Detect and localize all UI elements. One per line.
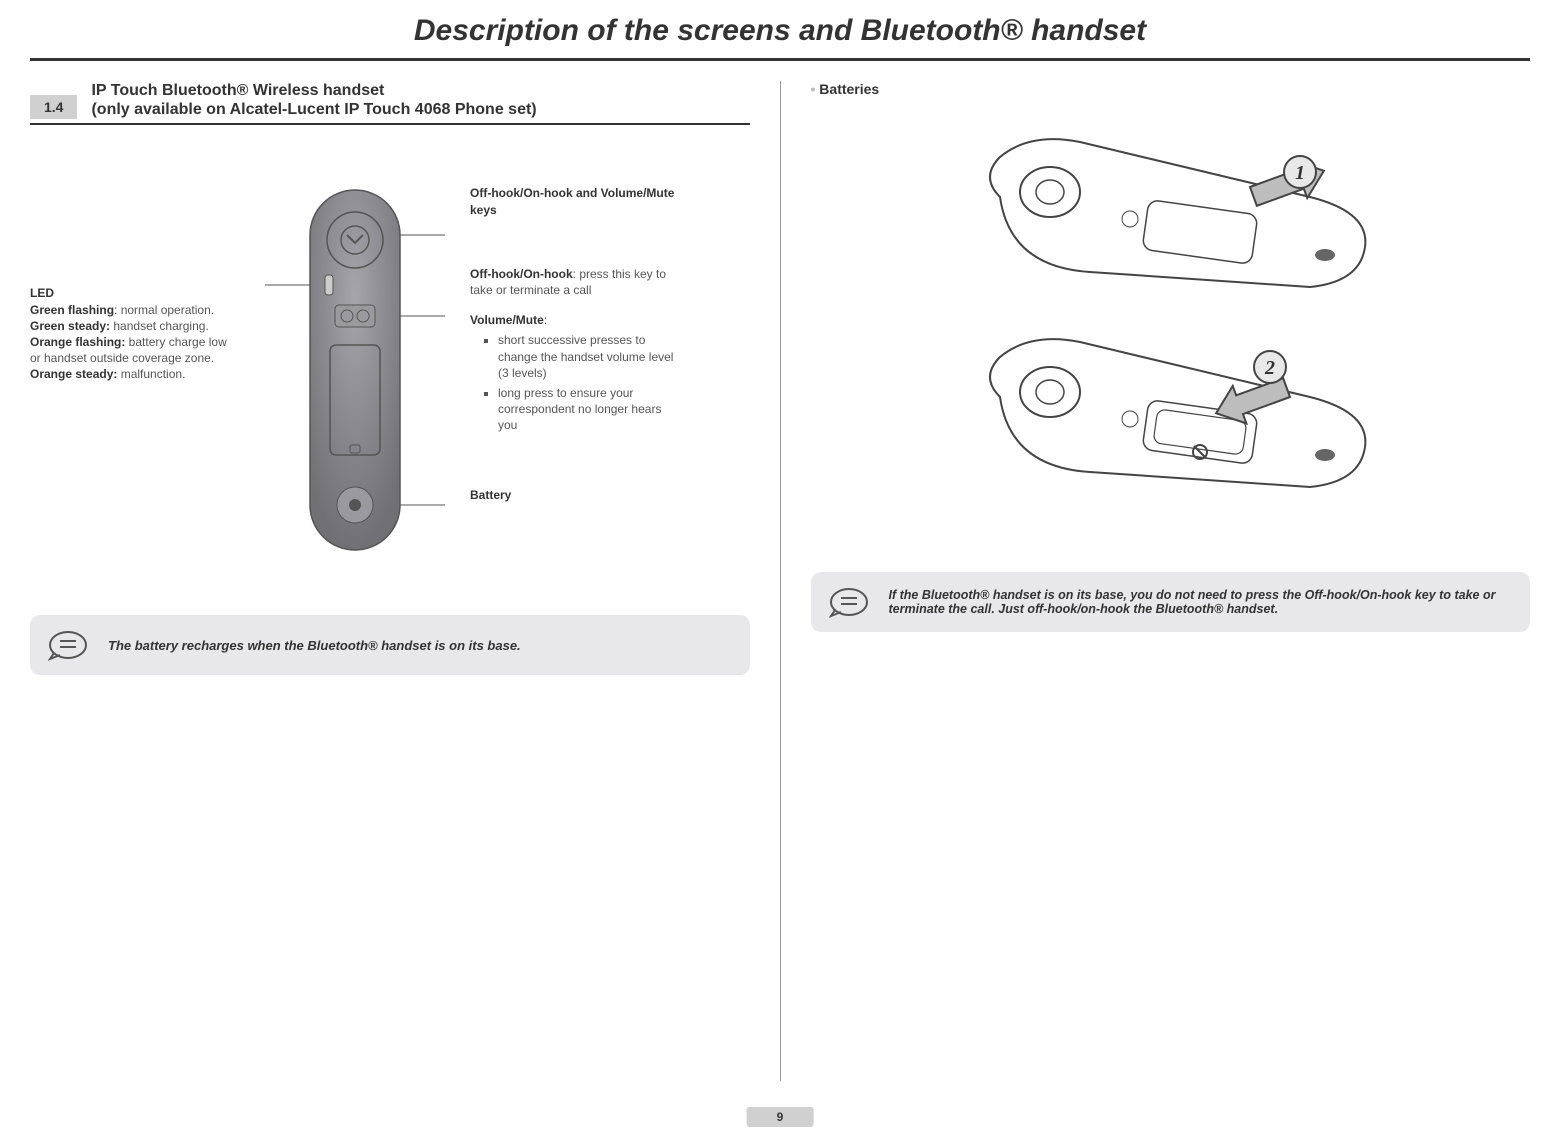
page-title: Description of the screens and Bluetooth…	[0, 0, 1560, 58]
batteries-heading: Batteries	[811, 81, 1531, 97]
note-right-icon	[829, 586, 873, 618]
section-title: IP Touch Bluetooth® Wireless handset (on…	[91, 81, 536, 119]
volume-list: short successive presses to change the h…	[470, 332, 680, 433]
note-right-text: If the Bluetooth® handset is on its base…	[889, 588, 1513, 616]
page-number: 9	[747, 1107, 814, 1127]
volume-item-1: short successive presses to change the h…	[498, 332, 680, 381]
led-heading: LED	[30, 286, 54, 300]
batteries-svg: 1	[910, 117, 1430, 537]
battery-label: Battery	[470, 488, 511, 502]
keys-description: Off-hook/On-hook and Volume/Mute keys Of…	[470, 185, 680, 517]
note-left-text: The battery recharges when the Bluetooth…	[108, 638, 521, 653]
led-green-flashing-label: Green flashing	[30, 303, 114, 317]
left-column: 1.4 IP Touch Bluetooth® Wireless handset…	[30, 81, 780, 1081]
led-green-steady-label: Green steady:	[30, 319, 110, 333]
note-left: The battery recharges when the Bluetooth…	[30, 615, 750, 675]
volume-item-2: long press to ensure your correspondent …	[498, 385, 680, 434]
note-left-icon	[48, 629, 92, 661]
right-column: Batteries	[781, 81, 1531, 1081]
section-header: 1.4 IP Touch Bluetooth® Wireless handset…	[30, 81, 750, 125]
volume-label: Volume/Mute	[470, 313, 544, 327]
step-2-badge: 2	[1264, 357, 1275, 379]
note-right: If the Bluetooth® handset is on its base…	[811, 572, 1531, 632]
offhook-label: Off-hook/On-hook	[470, 267, 573, 281]
step-1-badge: 1	[1295, 162, 1305, 184]
led-orange-steady-label: Orange steady:	[30, 367, 117, 381]
led-description: LED Green flashing: normal operation. Gr…	[30, 185, 240, 382]
batteries-figure: 1	[811, 117, 1531, 542]
led-green-steady-text: handset charging.	[110, 319, 209, 333]
section-number: 1.4	[30, 95, 77, 119]
section-title-line2: (only available on Alcatel-Lucent IP Tou…	[91, 101, 536, 118]
volume-colon: :	[544, 313, 547, 327]
led-green-flashing-text: : normal operation.	[114, 303, 214, 317]
keys-heading: Off-hook/On-hook and Volume/Mute keys	[470, 186, 674, 216]
led-orange-flashing-label: Orange flashing:	[30, 335, 125, 349]
section-title-line1: IP Touch Bluetooth® Wireless handset	[91, 82, 384, 99]
handset-svg	[255, 185, 455, 555]
handset-diagram	[250, 185, 460, 555]
led-orange-steady-text: malfunction.	[117, 367, 185, 381]
